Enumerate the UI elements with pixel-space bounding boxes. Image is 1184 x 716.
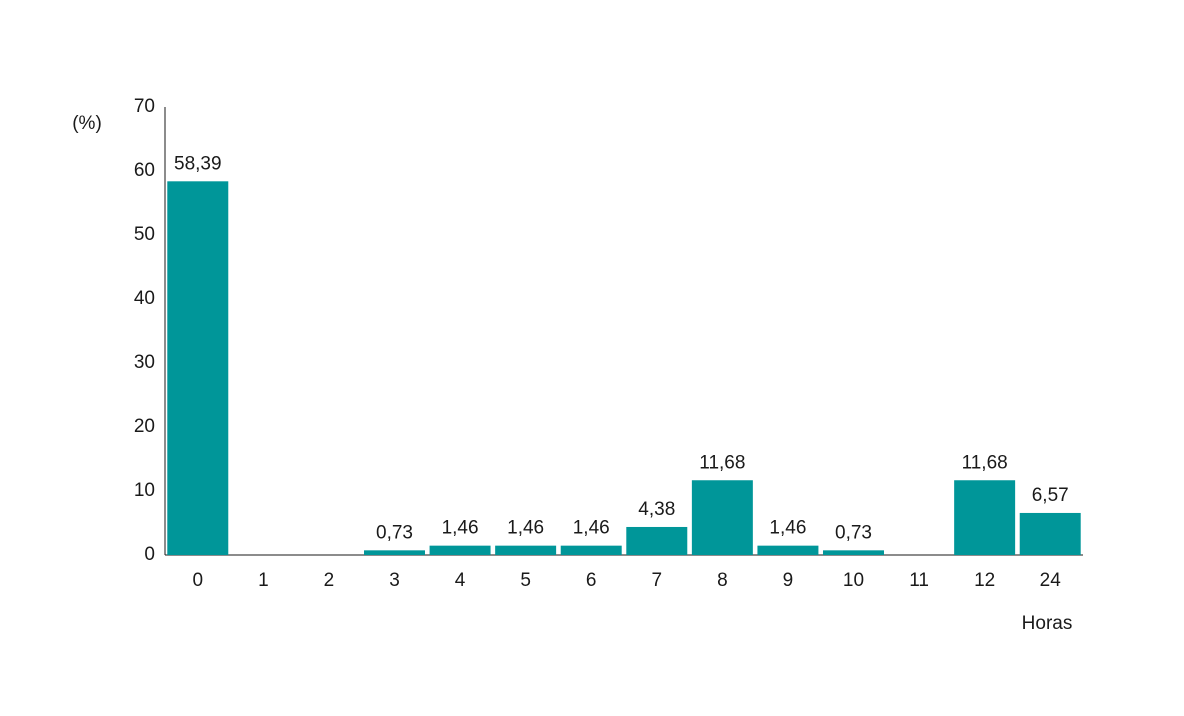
y-tick-label: 60 <box>134 160 155 181</box>
value-label: 0,73 <box>835 522 872 543</box>
bar <box>429 545 491 555</box>
x-tick-label: 9 <box>783 570 794 591</box>
y-tick-label: 40 <box>134 288 155 309</box>
bar <box>823 550 884 555</box>
bar <box>1019 512 1081 555</box>
y-tick-label: 30 <box>134 352 155 373</box>
value-label: 11,68 <box>962 452 1008 473</box>
value-label: 1,46 <box>442 518 479 539</box>
x-tick-label: 12 <box>974 570 995 591</box>
x-tick-label: 3 <box>389 570 400 591</box>
x-tick-label: 1 <box>258 570 269 591</box>
bar <box>691 480 753 555</box>
value-label: 58,39 <box>174 153 222 174</box>
x-tick-label: 2 <box>324 570 335 591</box>
x-tick-label: 24 <box>1040 570 1062 591</box>
value-label: 4,38 <box>638 499 675 520</box>
x-tick-label: 0 <box>192 570 203 591</box>
bar <box>626 526 688 555</box>
bar <box>560 545 622 555</box>
value-label: 6,57 <box>1032 485 1069 506</box>
x-tick-label: 5 <box>520 570 531 591</box>
bar <box>954 480 1016 555</box>
y-tick-label: 10 <box>134 480 155 501</box>
bar <box>757 545 819 555</box>
y-axis-label: (%) <box>72 113 102 134</box>
x-tick-label: 4 <box>455 570 466 591</box>
y-tick-label: 20 <box>134 416 155 437</box>
x-tick-label: 6 <box>586 570 597 591</box>
value-label: 0,73 <box>376 522 413 543</box>
value-label: 1,46 <box>769 518 806 539</box>
value-label: 1,46 <box>573 518 610 539</box>
x-tick-label: 11 <box>909 570 929 591</box>
x-axis-label: Horas <box>1022 613 1073 634</box>
y-tick-label: 0 <box>144 544 155 565</box>
x-tick-label: 8 <box>717 570 728 591</box>
bar <box>364 550 425 555</box>
y-tick-label: 70 <box>134 96 155 117</box>
value-label: 1,46 <box>507 518 544 539</box>
x-tick-label: 10 <box>843 570 864 591</box>
bar <box>167 181 229 555</box>
x-tick-label: 7 <box>651 570 662 591</box>
y-tick-label: 50 <box>134 224 155 245</box>
bar <box>495 545 557 555</box>
value-label: 11,68 <box>699 452 745 473</box>
